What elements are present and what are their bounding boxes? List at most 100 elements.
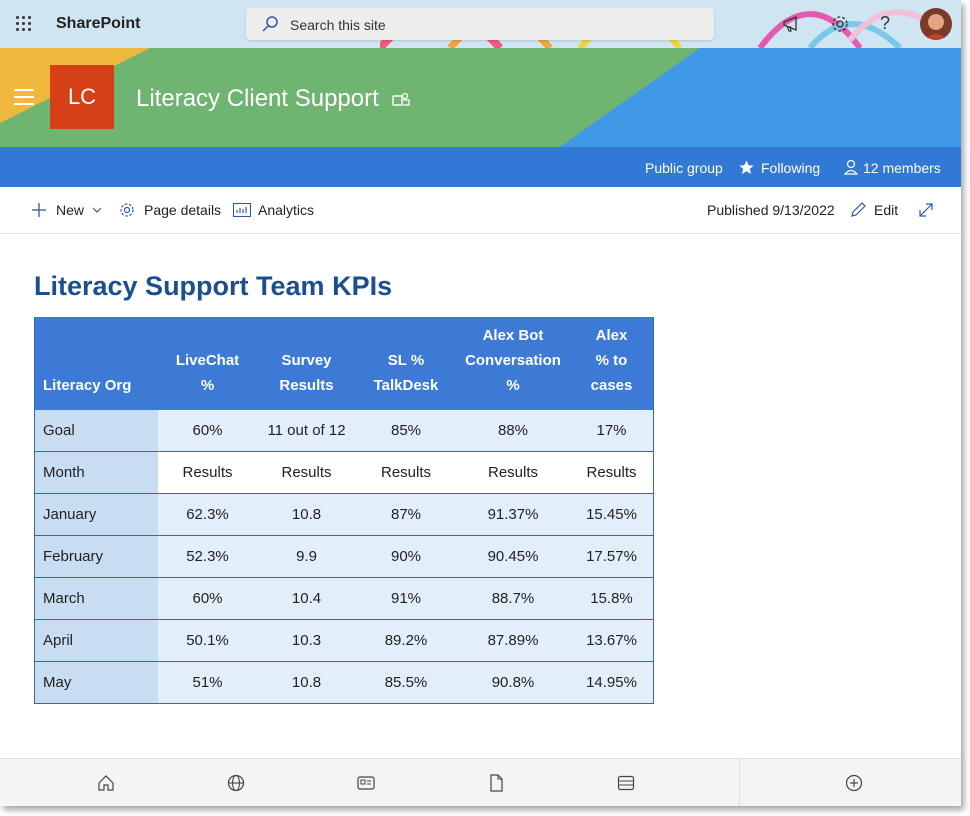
site-logo[interactable]: LC	[50, 65, 114, 129]
person-icon[interactable]	[844, 159, 858, 175]
table-cell: 52.3%	[158, 535, 257, 578]
header-alex-bot: Alex Bot Conversation%	[456, 317, 570, 410]
teams-icon[interactable]	[392, 92, 410, 108]
edit-button[interactable]: Edit	[874, 202, 899, 218]
table-cell: Results	[257, 451, 356, 494]
app-launcher-icon[interactable]	[16, 16, 32, 32]
table-cell: March	[34, 577, 158, 620]
user-avatar[interactable]	[920, 8, 952, 40]
table-cell: 11 out of 12	[257, 410, 356, 452]
table-cell: 91%	[356, 577, 456, 620]
table-cell: 87%	[356, 493, 456, 536]
bottom-toolbar	[0, 758, 961, 806]
table-cell: 88.7%	[456, 577, 570, 620]
analytics-button[interactable]: Analytics	[258, 202, 315, 218]
page-details-button[interactable]: Page details	[144, 202, 222, 218]
table-cell: January	[34, 493, 158, 536]
table-cell: 13.67%	[570, 619, 654, 662]
header-literacy-org: Literacy Org	[34, 317, 158, 410]
header-text: Results	[279, 377, 334, 394]
header-text: Survey	[281, 352, 332, 369]
table-cell: 10.3	[257, 619, 356, 662]
members-button[interactable]: 12 members	[863, 160, 941, 176]
table-row: January 62.3% 10.8 87% 91.37% 15.45%	[34, 493, 654, 536]
site-title[interactable]: Literacy Client Support	[136, 85, 379, 112]
page-title: Literacy Support Team KPIs	[34, 271, 393, 301]
site-info-bar: Public group Following 12 members	[0, 147, 961, 187]
group-type-label: Public group	[645, 160, 723, 176]
header-text: SL %	[387, 352, 425, 369]
help-icon[interactable]: ?	[880, 13, 891, 33]
table-cell: 90.8%	[456, 661, 570, 704]
app-name[interactable]: SharePoint	[56, 15, 141, 32]
header-alex-cases: Alex % to cases	[570, 317, 654, 410]
table-cell: 90.45%	[456, 535, 570, 578]
header-text: Alex Bot	[482, 327, 544, 344]
header-text: TalkDesk	[373, 377, 439, 394]
globe-icon[interactable]	[227, 774, 245, 792]
megaphone-icon[interactable]	[782, 14, 802, 34]
table-cell: 17%	[570, 410, 654, 452]
document-icon[interactable]	[487, 774, 505, 792]
table-cell: 88%	[456, 410, 570, 452]
table-cell: Goal	[34, 410, 158, 452]
table-cell: 89.2%	[356, 619, 456, 662]
search-placeholder: Search this site	[290, 17, 386, 33]
table-header-row: Literacy Org LiveChat% Survey Results SL …	[34, 317, 654, 410]
published-status: Published 9/13/2022	[707, 202, 835, 218]
add-circle-icon[interactable]	[845, 774, 863, 792]
chevron-down-icon[interactable]	[92, 207, 102, 213]
table-cell: April	[34, 619, 158, 662]
table-cell: 17.57%	[570, 535, 654, 578]
table-cell: 10.8	[257, 661, 356, 704]
table-cell: 85.5%	[356, 661, 456, 704]
table-cell: 15.8%	[570, 577, 654, 620]
table-row: May 51% 10.8 85.5% 90.8% 14.95%	[34, 661, 654, 704]
header-text: % to	[595, 352, 628, 369]
header-text: %	[506, 377, 520, 394]
list-icon[interactable]	[617, 774, 635, 792]
table-cell: 10.8	[257, 493, 356, 536]
table-cell: 90%	[356, 535, 456, 578]
table-cell: Month	[34, 451, 158, 494]
header-livechat: LiveChat%	[158, 317, 257, 410]
following-button[interactable]: Following	[761, 160, 821, 176]
menu-icon[interactable]	[14, 89, 34, 105]
table-cell: May	[34, 661, 158, 704]
command-bar: New Page details Analytics Published 9/1…	[0, 187, 961, 234]
header-text: Alex	[595, 327, 628, 344]
table-row: February 52.3% 9.9 90% 90.45% 17.57%	[34, 535, 654, 578]
toolbar-divider	[739, 759, 740, 806]
edit-icon[interactable]	[850, 202, 866, 218]
table-cell: 85%	[356, 410, 456, 452]
search-icon	[262, 16, 278, 32]
table-row: March 60% 10.4 91% 88.7% 15.8%	[34, 577, 654, 620]
header-text: Literacy Org	[43, 377, 132, 394]
table-cell: 91.37%	[456, 493, 570, 536]
settings-icon[interactable]	[119, 202, 135, 218]
home-icon[interactable]	[97, 774, 115, 792]
table-cell: 14.95%	[570, 661, 654, 704]
search-box[interactable]: Search this site	[246, 8, 714, 40]
plus-icon[interactable]	[32, 203, 46, 217]
star-icon[interactable]	[739, 160, 754, 175]
table-cell: 50.1%	[158, 619, 257, 662]
analytics-icon[interactable]	[233, 203, 251, 217]
new-button[interactable]: New	[56, 202, 85, 218]
expand-icon[interactable]	[918, 202, 934, 218]
gear-icon[interactable]	[830, 14, 850, 34]
table-cell: Results	[456, 451, 570, 494]
news-icon[interactable]	[357, 774, 375, 792]
table-cell: 60%	[158, 410, 257, 452]
table-cell: 15.45%	[570, 493, 654, 536]
table-cell: 62.3%	[158, 493, 257, 536]
sharepoint-window: SharePoint Search this site ?	[0, 0, 961, 806]
header-text: cases	[590, 377, 633, 394]
table-cell: Results	[158, 451, 257, 494]
suite-bar: SharePoint Search this site ?	[0, 0, 961, 48]
table-cell: February	[34, 535, 158, 578]
table-cell: 10.4	[257, 577, 356, 620]
table-row: April 50.1% 10.3 89.2% 87.89% 13.67%	[34, 619, 654, 662]
table-cell: Results	[356, 451, 456, 494]
kpi-table: Literacy Org LiveChat% Survey Results SL …	[34, 317, 654, 704]
